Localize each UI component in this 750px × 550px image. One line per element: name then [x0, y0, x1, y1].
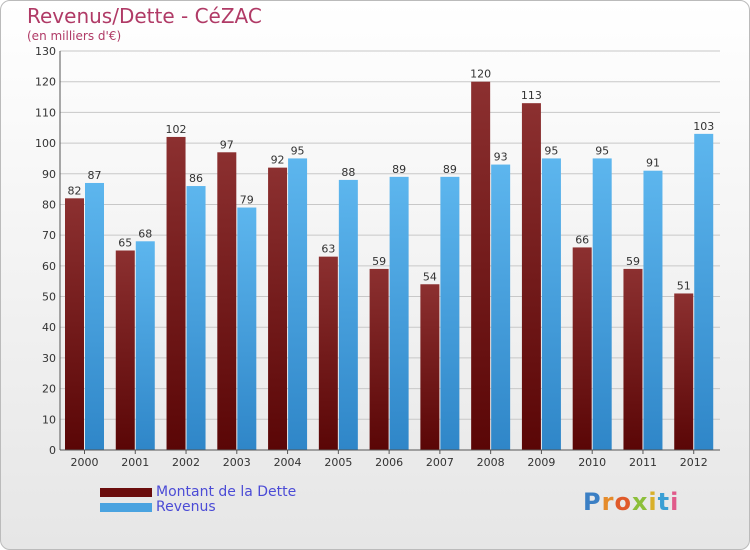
- legend-swatch-debt: [100, 488, 152, 497]
- bar-debt: [268, 167, 288, 450]
- x-tick-label: 2011: [629, 456, 657, 469]
- legend-label-revenue: Revenus: [156, 499, 216, 515]
- y-tick-label: 90: [42, 168, 56, 181]
- data-label-debt: 113: [521, 89, 542, 102]
- bar-debt: [420, 284, 440, 450]
- chart-title: Revenus/Dette - CéZAC: [27, 4, 262, 28]
- data-label-revenue: 91: [646, 157, 660, 170]
- bar-revenue: [288, 158, 308, 450]
- data-label-debt: 82: [68, 184, 82, 197]
- data-label-revenue: 89: [392, 163, 406, 176]
- x-tick-label: 2008: [477, 456, 505, 469]
- x-tick-label: 2003: [223, 456, 251, 469]
- bar-revenue: [541, 158, 561, 450]
- data-label-revenue: 89: [443, 163, 457, 176]
- data-label-revenue: 95: [544, 144, 558, 157]
- bar-debt: [166, 136, 186, 450]
- y-tick-label: 20: [42, 383, 56, 396]
- x-tick-label: 2009: [527, 456, 555, 469]
- bar-revenue: [440, 176, 460, 451]
- bar-debt: [572, 247, 592, 450]
- bar-debt: [471, 81, 491, 450]
- bar-revenue: [237, 207, 257, 450]
- bar-debt: [623, 268, 643, 450]
- x-tick-label: 2004: [274, 456, 302, 469]
- bar-debt: [674, 293, 694, 450]
- y-tick-label: 30: [42, 352, 56, 365]
- y-tick-label: 0: [49, 444, 56, 457]
- data-label-debt: 102: [166, 123, 187, 136]
- data-label-revenue: 93: [494, 151, 508, 164]
- bar-revenue: [491, 164, 511, 451]
- bar-revenue: [85, 182, 104, 450]
- x-tick-label: 2002: [172, 456, 200, 469]
- data-label-debt: 54: [423, 270, 437, 283]
- y-tick-label: 10: [42, 413, 56, 426]
- x-tick-label: 2007: [426, 456, 454, 469]
- bar-debt: [369, 268, 389, 450]
- legend-swatch-revenue: [100, 503, 152, 512]
- bar-debt: [217, 152, 237, 451]
- y-tick-label: 50: [42, 291, 56, 304]
- bar-debt: [521, 103, 541, 450]
- data-label-debt: 92: [271, 154, 285, 167]
- data-label-revenue: 86: [189, 172, 203, 185]
- bar-revenue: [135, 241, 155, 450]
- data-label-revenue: 87: [88, 169, 102, 182]
- y-tick-label: 120: [35, 76, 56, 89]
- y-tick-label: 130: [35, 45, 56, 58]
- y-tick-label: 60: [42, 260, 56, 273]
- bar-revenue: [338, 179, 358, 450]
- bar-revenue: [186, 186, 206, 451]
- data-label-debt: 51: [677, 279, 691, 292]
- data-label-debt: 97: [220, 138, 234, 151]
- bar-revenue: [643, 170, 663, 450]
- y-tick-label: 80: [42, 198, 56, 211]
- x-tick-label: 2005: [324, 456, 352, 469]
- data-label-debt: 63: [321, 243, 335, 256]
- x-tick-label: 2006: [375, 456, 403, 469]
- bar-debt: [115, 250, 135, 450]
- bar-revenue: [694, 133, 714, 450]
- data-label-revenue: 95: [291, 144, 305, 157]
- x-tick-label: 2012: [680, 456, 708, 469]
- y-tick-label: 70: [42, 229, 56, 242]
- y-tick-label: 40: [42, 321, 56, 334]
- x-tick-label: 2000: [71, 456, 99, 469]
- data-label-debt: 59: [626, 255, 640, 268]
- data-label-revenue: 103: [693, 120, 714, 133]
- data-label-debt: 65: [118, 237, 132, 250]
- x-tick-label: 2001: [121, 456, 149, 469]
- data-label-revenue: 88: [341, 166, 355, 179]
- y-tick-label: 100: [35, 137, 56, 150]
- data-label-debt: 59: [372, 255, 386, 268]
- chart-subtitle: (en milliers d'€): [27, 29, 122, 43]
- data-label-revenue: 68: [138, 227, 152, 240]
- bar-revenue: [592, 158, 612, 450]
- brand-logo: Proxiti: [583, 488, 680, 516]
- legend-label-debt: Montant de la Dette: [156, 484, 297, 500]
- y-tick-label: 110: [35, 106, 56, 119]
- data-label-revenue: 95: [595, 144, 609, 157]
- x-tick-label: 2010: [578, 456, 606, 469]
- data-label-revenue: 79: [240, 194, 254, 207]
- data-label-debt: 120: [470, 68, 491, 81]
- bar-revenue: [389, 176, 409, 451]
- bar-debt: [318, 256, 338, 450]
- data-label-debt: 66: [575, 233, 589, 246]
- bar-debt: [65, 198, 84, 450]
